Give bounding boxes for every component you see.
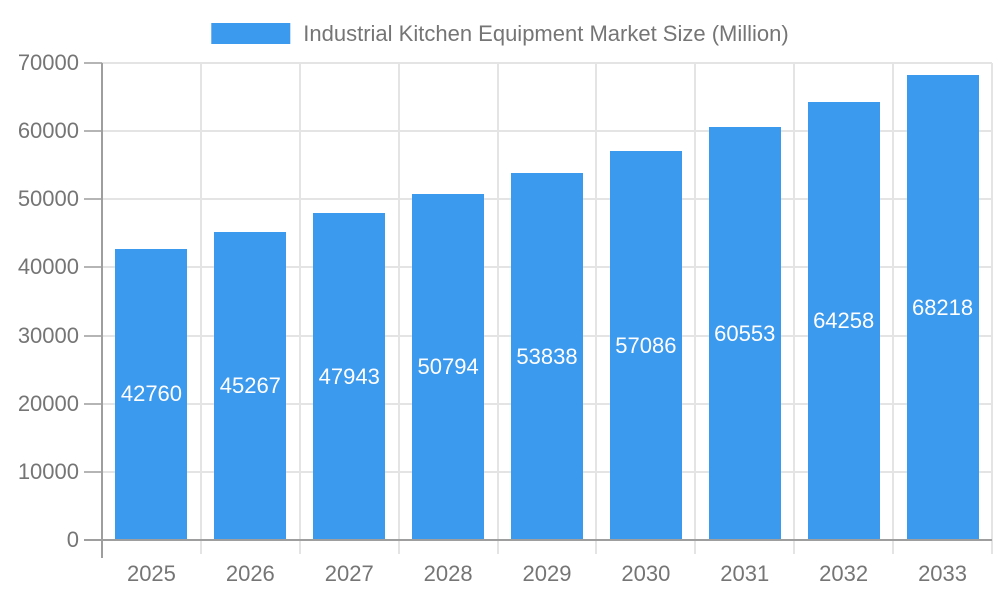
gridline-v-8 [892, 63, 895, 554]
x-tick-label-2029: 2029 [522, 561, 572, 586]
bar-value-label-2029: 53838 [516, 343, 578, 369]
x-tick-label-2031: 2031 [720, 561, 770, 586]
x-tick-label-2026: 2026 [225, 561, 275, 586]
y-axis-tick-70000 [84, 62, 102, 64]
x-tick-label-2032: 2032 [819, 561, 869, 586]
x-tick-label-2027: 2027 [324, 561, 374, 586]
gridline-v-7 [793, 63, 796, 554]
bar-value-label-2027: 47943 [318, 363, 380, 389]
x-tick-label-2028: 2028 [423, 561, 473, 586]
y-tick-label-60000: 60000 [17, 118, 79, 144]
y-axis-tick-60000 [84, 130, 102, 133]
x-tick-label-2033: 2033 [918, 561, 968, 586]
y-tick-label-10000: 10000 [17, 458, 79, 484]
legend-swatch [211, 23, 291, 44]
bar-2030[interactable]: 57086 [609, 151, 682, 540]
plot-area: 42760 45267 47943 50794 53838 57086 60553 64258… [84, 62, 993, 558]
bar-2029[interactable]: 53838 [511, 173, 583, 540]
bar-2026[interactable]: 45267 [214, 231, 287, 540]
y-axis-tick-40000 [84, 266, 102, 269]
legend-label: Industrial Kitchen Equipment Market Size… [303, 21, 789, 46]
bar-value-label-2033: 68218 [911, 294, 974, 320]
gridline-h-60000 [102, 130, 992, 133]
gridline-v-5 [595, 63, 598, 554]
bar-value-label-2025: 42760 [120, 381, 183, 407]
y-tick-label-50000: 50000 [17, 186, 79, 212]
bar-value-label-2026: 45267 [219, 372, 281, 398]
bar-2027[interactable]: 47943 [313, 213, 386, 540]
bar-2033[interactable]: 68218 [906, 75, 979, 540]
y-tick-label-20000: 20000 [17, 390, 79, 416]
bar-value-label-2031: 60553 [714, 320, 776, 346]
y-axis-tick-20000 [84, 402, 102, 405]
bar-2025[interactable]: 42760 [115, 248, 188, 540]
gridline-v-4 [496, 63, 499, 554]
bar-value-label-2030: 57086 [615, 332, 677, 358]
gridline-v-3 [397, 63, 400, 554]
y-tick-label-0: 0 [66, 527, 79, 552]
bar-2031[interactable]: 60553 [708, 127, 781, 540]
x-tick-label-2025: 2025 [126, 561, 176, 586]
y-tick-label-70000: 70000 [17, 50, 79, 75]
gridline-v-6 [694, 63, 697, 554]
y-axis-tick-50000 [84, 198, 102, 201]
bar-value-label-2028: 50794 [417, 353, 479, 379]
y-axis-tick-10000 [84, 470, 102, 473]
gridline-v-2 [298, 63, 301, 554]
y-axis-tick-30000 [84, 334, 102, 337]
bar-value-label-2032: 64258 [813, 308, 875, 334]
bar-2032[interactable]: 64258 [807, 102, 880, 540]
gridline-v-9 [991, 63, 993, 554]
x-axis-line [84, 539, 992, 541]
y-axis-line [101, 63, 103, 558]
y-tick-label-40000: 40000 [17, 254, 79, 280]
bar-2028[interactable]: 50794 [412, 193, 485, 540]
y-tick-label-30000: 30000 [17, 322, 79, 348]
gridline-h-70000 [102, 62, 992, 64]
gridline-v-1 [199, 63, 202, 554]
x-tick-label-2030: 2030 [621, 561, 671, 586]
legend-item[interactable]: Industrial Kitchen Equipment Market Size… [211, 21, 789, 46]
